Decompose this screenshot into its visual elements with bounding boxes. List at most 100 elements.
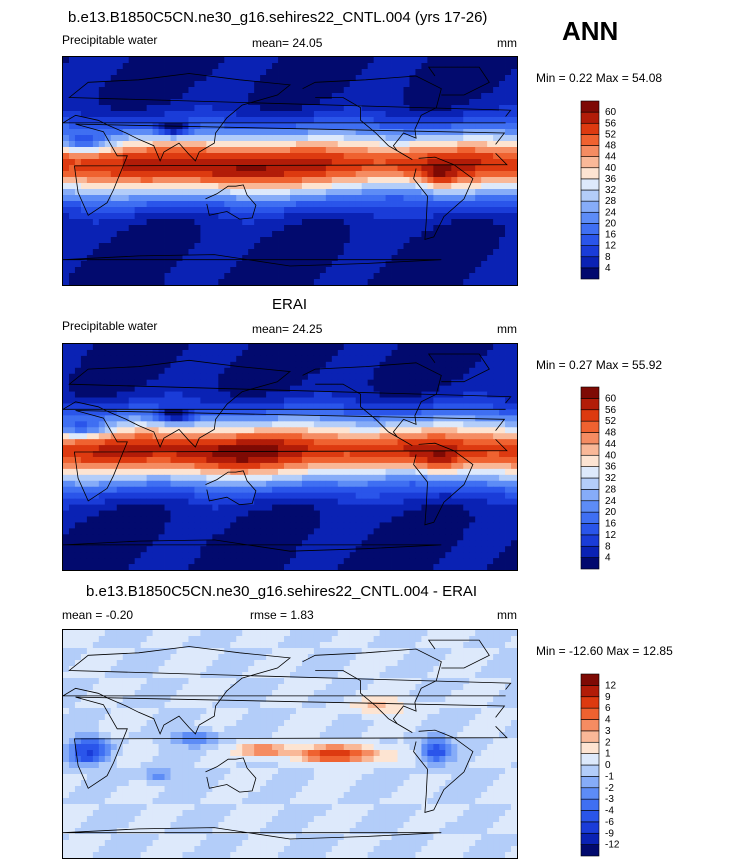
panel-1-field-cell	[331, 249, 339, 256]
panel-1-field-cell	[367, 177, 375, 184]
panel-2-field-cell	[385, 445, 392, 452]
panel-2-field-cell	[134, 451, 142, 458]
panel-2-field-cell	[116, 451, 124, 458]
panel-1-field-cell	[206, 207, 213, 214]
panel-2-field-cell	[86, 379, 94, 387]
panel-1-field-cell	[182, 171, 189, 178]
panel-1-colorbar-label: 52	[605, 129, 617, 140]
panel-2-field-cell	[218, 433, 225, 440]
panel-1-field-cell	[164, 261, 171, 268]
panel-2-field-cell	[134, 498, 142, 505]
panel-2-field-cell	[319, 403, 327, 410]
panel-2-field-cell	[212, 421, 219, 428]
panel-1-field-cell	[355, 141, 363, 148]
panel-1-field-cell	[481, 159, 488, 166]
panel-2-field-cell	[349, 344, 357, 351]
panel-2-field-cell	[499, 498, 506, 505]
panel-2-field-cell	[325, 492, 333, 500]
panel-2-field-cell	[260, 349, 267, 357]
panel-1-field-cell	[349, 267, 357, 274]
panel-1-field-cell	[116, 57, 124, 64]
panel-1-field-cell	[170, 267, 177, 274]
panel-1-field-cell	[457, 261, 464, 268]
panel-2-field-cell	[146, 349, 153, 357]
panel-2-field-cell	[505, 409, 512, 416]
panel-2-field-cell	[188, 445, 195, 452]
panel-2-field-cell	[439, 385, 446, 392]
panel-2-field-cell	[248, 486, 255, 494]
panel-2-field-cell	[343, 457, 351, 464]
panel-2-field-cell	[331, 457, 339, 464]
panel-2-field-cell	[325, 397, 333, 404]
panel-1-field-cell	[212, 81, 219, 88]
panel-1-field-cell	[427, 63, 434, 70]
panel-2-field-cell	[68, 462, 76, 470]
panel-1-field-cell	[236, 75, 243, 82]
panel-1-field-cell	[164, 243, 171, 250]
panel-1-field-cell	[98, 105, 106, 112]
panel-1-field-cell	[98, 75, 106, 82]
panel-1-field-cell	[397, 117, 404, 124]
panel-2-field-cell	[170, 379, 177, 387]
panel-1-field-cell	[415, 57, 422, 64]
panel-1-field-cell	[194, 243, 201, 250]
panel-1-field-cell	[319, 177, 327, 184]
panel-2-field-cell	[266, 373, 273, 381]
panel-1-field-cell	[260, 219, 267, 226]
panel-1-field-cell	[313, 165, 321, 172]
panel-2-field-cell	[451, 379, 458, 387]
panel-2-field-cell	[367, 344, 375, 351]
panel-1-field-cell	[373, 87, 380, 94]
panel-1-field-cell	[200, 255, 207, 262]
panel-2-field-cell	[86, 421, 94, 428]
panel-2-field-cell	[415, 445, 422, 452]
panel-1-field-cell	[278, 237, 285, 244]
panel-2-field-cell	[313, 367, 321, 375]
panel-1-field-cell	[200, 177, 207, 184]
panel-2-field-cell	[445, 486, 452, 494]
panel-1-field-cell	[278, 75, 285, 82]
panel-2-field-cell	[409, 379, 416, 387]
panel-1-field-cell	[295, 261, 303, 268]
panel-2-field-cell	[439, 498, 446, 505]
panel-2-field-cell	[331, 427, 339, 434]
panel-1-field-cell	[481, 195, 488, 202]
panel-2-field-cell	[295, 385, 303, 392]
panel-2-field-cell	[278, 480, 285, 488]
panel-1-field-cell	[463, 69, 470, 76]
panel-1-field-cell	[463, 87, 470, 94]
panel-1-field-cell	[278, 147, 285, 154]
panel-1-field-cell	[242, 141, 249, 148]
panel-1-field-cell	[439, 213, 446, 220]
panel-1-field-cell	[499, 111, 506, 118]
panel-2-field-cell	[80, 498, 88, 505]
panel-1-field-cell	[463, 99, 470, 106]
panel-2-field-cell	[122, 385, 130, 392]
panel-2-field-cell	[242, 427, 249, 434]
panel-1-field-cell	[260, 261, 267, 268]
panel-2-field-cell	[254, 385, 261, 392]
panel-2-field-cell	[272, 415, 279, 422]
panel-1-field-cell	[104, 105, 112, 112]
panel-1-field-cell	[493, 225, 500, 232]
panel-1-field-cell	[325, 141, 333, 148]
panel-2-field-cell	[230, 439, 237, 446]
panel-2-field-cell	[254, 403, 261, 410]
panel-1-field-cell	[116, 183, 124, 190]
panel-2-field-cell	[248, 344, 255, 351]
panel-2-field-cell	[307, 397, 315, 404]
panel-1-field-cell	[361, 159, 369, 166]
panel-2-field-cell	[272, 474, 279, 482]
panel-1-field-cell	[307, 267, 315, 274]
panel-1-field-cell	[74, 75, 82, 82]
panel-2-field-cell	[188, 421, 195, 428]
panel-1-field-cell	[68, 267, 76, 274]
panel-2-field-cell	[469, 367, 476, 375]
panel-1-field-cell	[337, 207, 345, 214]
panel-1-field-cell	[284, 81, 291, 88]
panel-1-field-cell	[403, 201, 410, 208]
panel-2-field-cell	[272, 486, 279, 494]
panel-2-field-cell	[74, 385, 82, 392]
panel-1-field-cell	[487, 225, 494, 232]
panel-1-field-cell	[140, 153, 148, 160]
